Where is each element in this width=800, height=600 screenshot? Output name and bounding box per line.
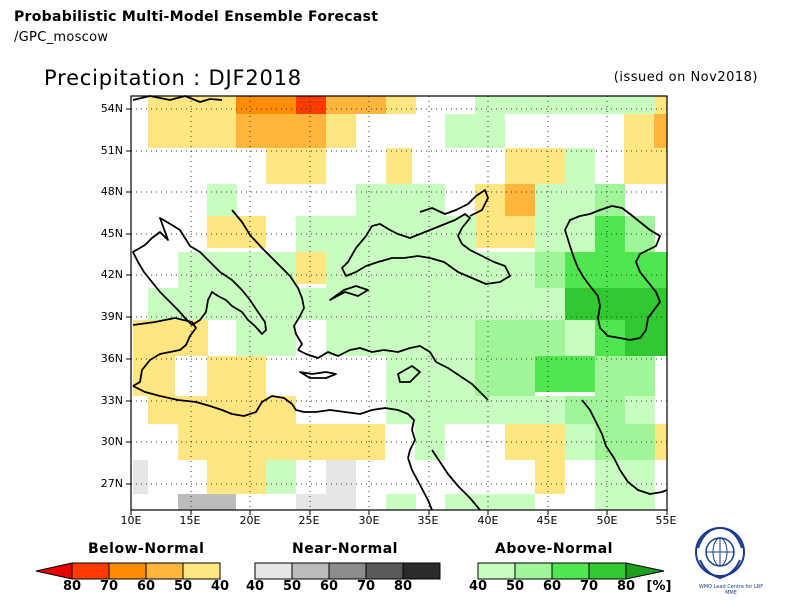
above-normal-title: Above-Normal <box>495 541 613 557</box>
axis-ticks <box>126 108 668 515</box>
map-frame <box>130 95 668 511</box>
colorbar-unit: [%] <box>646 579 672 594</box>
colorbar-above <box>477 562 665 580</box>
lon-label: 40E <box>477 514 499 527</box>
lat-label: 54N <box>100 102 123 115</box>
wmo-caption: WMO Lead Centre for LRF MME <box>698 584 764 596</box>
graticule <box>131 96 667 510</box>
colorbar-label: 50 <box>173 579 193 594</box>
colorbar-label: 60 <box>542 579 562 594</box>
colorbar-label: 50 <box>505 579 525 594</box>
colorbar-label: 40 <box>245 579 265 594</box>
colorbar-near <box>254 562 441 580</box>
lon-label: 45E <box>536 514 558 527</box>
lat-label: 45N <box>100 227 123 240</box>
colorbar-label: 80 <box>616 579 636 594</box>
lat-label: 27N <box>100 477 123 490</box>
wmo-emblem-icon <box>695 527 745 580</box>
colorbar-label: 60 <box>319 579 339 594</box>
probability-shading <box>133 96 667 510</box>
map-title: Precipitation : DJF2018 <box>44 66 302 90</box>
lat-label: 42N <box>100 268 123 281</box>
colorbar-label: 80 <box>393 579 413 594</box>
lon-label: 10E <box>120 514 142 527</box>
lon-label: 25E <box>298 514 320 527</box>
lat-label: 39N <box>100 310 123 323</box>
lon-label: 35E <box>417 514 439 527</box>
page-subtitle: /GPC_moscow <box>14 30 109 45</box>
colorbar-label: 40 <box>468 579 488 594</box>
near-normal-title: Near-Normal <box>292 541 398 557</box>
lat-label: 30N <box>100 435 123 448</box>
lat-label: 51N <box>100 144 123 157</box>
colorbar-below <box>35 562 221 580</box>
colorbar-label: 70 <box>99 579 119 594</box>
issued-date: (issued on Nov2018) <box>613 70 758 85</box>
lat-label: 33N <box>100 394 123 407</box>
colorbar-label: 60 <box>136 579 156 594</box>
lon-label: 55E <box>655 514 677 527</box>
coastlines <box>132 95 668 511</box>
colorbar-label: 80 <box>62 579 82 594</box>
lon-label: 30E <box>358 514 380 527</box>
lat-label: 48N <box>100 185 123 198</box>
colorbar-label: 70 <box>579 579 599 594</box>
colorbar-label: 70 <box>356 579 376 594</box>
lon-label: 50E <box>596 514 618 527</box>
colorbar-label: 50 <box>282 579 302 594</box>
below-normal-title: Below-Normal <box>88 541 205 557</box>
lon-label: 15E <box>179 514 201 527</box>
page-title: Probabilistic Multi-Model Ensemble Forec… <box>14 9 379 25</box>
lat-label: 36N <box>100 352 123 365</box>
colorbar-label: 40 <box>210 579 230 594</box>
lon-label: 20E <box>239 514 261 527</box>
